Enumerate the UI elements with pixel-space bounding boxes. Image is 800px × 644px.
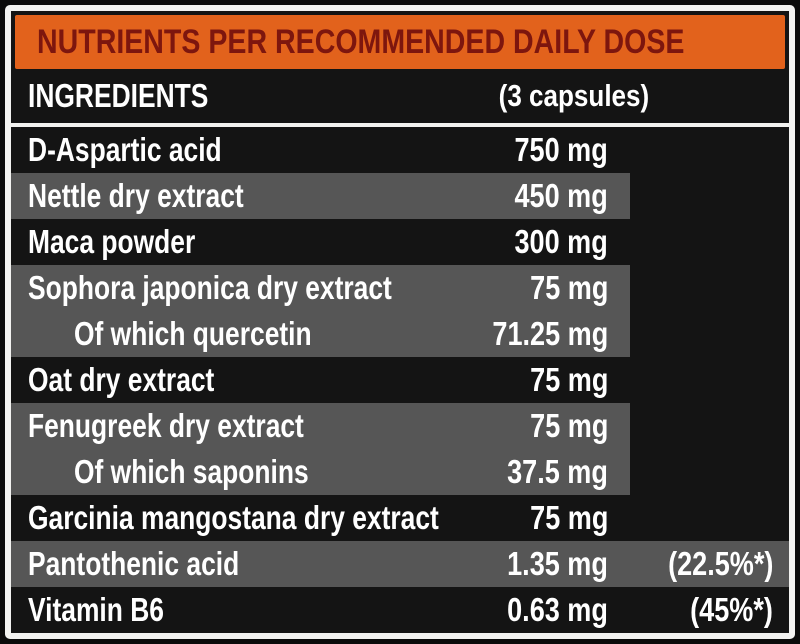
- row-amount: 300 mg: [514, 223, 608, 260]
- row-amount: 75 mg: [529, 361, 608, 398]
- column-header-ingredients: INGREDIENTS: [28, 77, 209, 114]
- row-percent: [608, 223, 773, 261]
- table-row: Oat dry extract 75 mg: [11, 357, 789, 403]
- row-stripe: [11, 173, 630, 219]
- row-label: Vitamin B6: [28, 591, 164, 628]
- table-row: D-Aspartic acid 750 mg: [11, 127, 789, 173]
- row-amount: 75 mg: [529, 269, 608, 306]
- table-body: D-Aspartic acid 750 mg Nettle dry extrac…: [11, 127, 789, 633]
- row-label: Of which saponins: [74, 453, 309, 490]
- table-title: NUTRIENTS PER RECOMMENDED DAILY DOSE: [37, 22, 685, 61]
- table-title-bar: NUTRIENTS PER RECOMMENDED DAILY DOSE: [15, 15, 785, 69]
- table-row: Maca powder 300 mg: [11, 219, 789, 265]
- row-percent: [608, 407, 773, 445]
- row-amount: 450 mg: [514, 177, 608, 214]
- table-row: Pantothenic acid 1.35 mg (22.5%*): [11, 541, 789, 587]
- column-header-dose: (3 capsules): [498, 78, 649, 113]
- header-body-divider: [11, 123, 789, 127]
- row-label: Oat dry extract: [28, 361, 215, 398]
- row-label: Nettle dry extract: [28, 177, 244, 214]
- row-amount: 1.35 mg: [507, 545, 608, 582]
- row-percent: [608, 315, 773, 353]
- row-percent: (45%*): [690, 591, 773, 628]
- row-stripe: [11, 449, 630, 495]
- row-label: D-Aspartic acid: [28, 131, 222, 168]
- row-amount: 750 mg: [514, 131, 608, 168]
- row-label: Of which quercetin: [74, 315, 312, 352]
- row-amount: 0.63 mg: [507, 591, 608, 628]
- table-row: Sophora japonica dry extract 75 mg: [11, 265, 789, 311]
- table-row: Of which saponins 37.5 mg: [11, 449, 789, 495]
- row-percent: [608, 177, 773, 215]
- table-row: Garcinia mangostana dry extract 75 mg: [11, 495, 789, 541]
- row-label: Sophora japonica dry extract: [28, 269, 392, 306]
- row-amount: 75 mg: [529, 499, 608, 536]
- row-percent: [608, 131, 773, 169]
- table-row: Nettle dry extract 450 mg: [11, 173, 789, 219]
- row-percent: [608, 361, 773, 399]
- row-stripe: [11, 265, 630, 311]
- row-percent: [608, 499, 773, 537]
- row-percent: [608, 269, 773, 307]
- table-row: Fenugreek dry extract 75 mg: [11, 403, 789, 449]
- row-percent: (22.5%*): [667, 545, 773, 582]
- row-label: Maca powder: [28, 223, 196, 260]
- row-amount: 75 mg: [529, 407, 608, 444]
- row-stripe: [11, 311, 630, 357]
- row-percent: [608, 453, 773, 491]
- row-amount: 71.25 mg: [492, 315, 608, 352]
- row-label: Garcinia mangostana dry extract: [28, 499, 439, 536]
- row-stripe: [11, 403, 630, 449]
- row-amount: 37.5 mg: [507, 453, 608, 490]
- row-label: Fenugreek dry extract: [28, 407, 304, 444]
- column-header-row: INGREDIENTS (3 capsules): [11, 69, 789, 123]
- row-label: Pantothenic acid: [28, 545, 240, 582]
- row-stripe: [11, 541, 789, 587]
- nutrition-facts-table: NUTRIENTS PER RECOMMENDED DAILY DOSE ING…: [5, 5, 795, 639]
- table-row: Of which quercetin 71.25 mg: [11, 311, 789, 357]
- table-row: Vitamin B6 0.63 mg (45%*): [11, 587, 789, 633]
